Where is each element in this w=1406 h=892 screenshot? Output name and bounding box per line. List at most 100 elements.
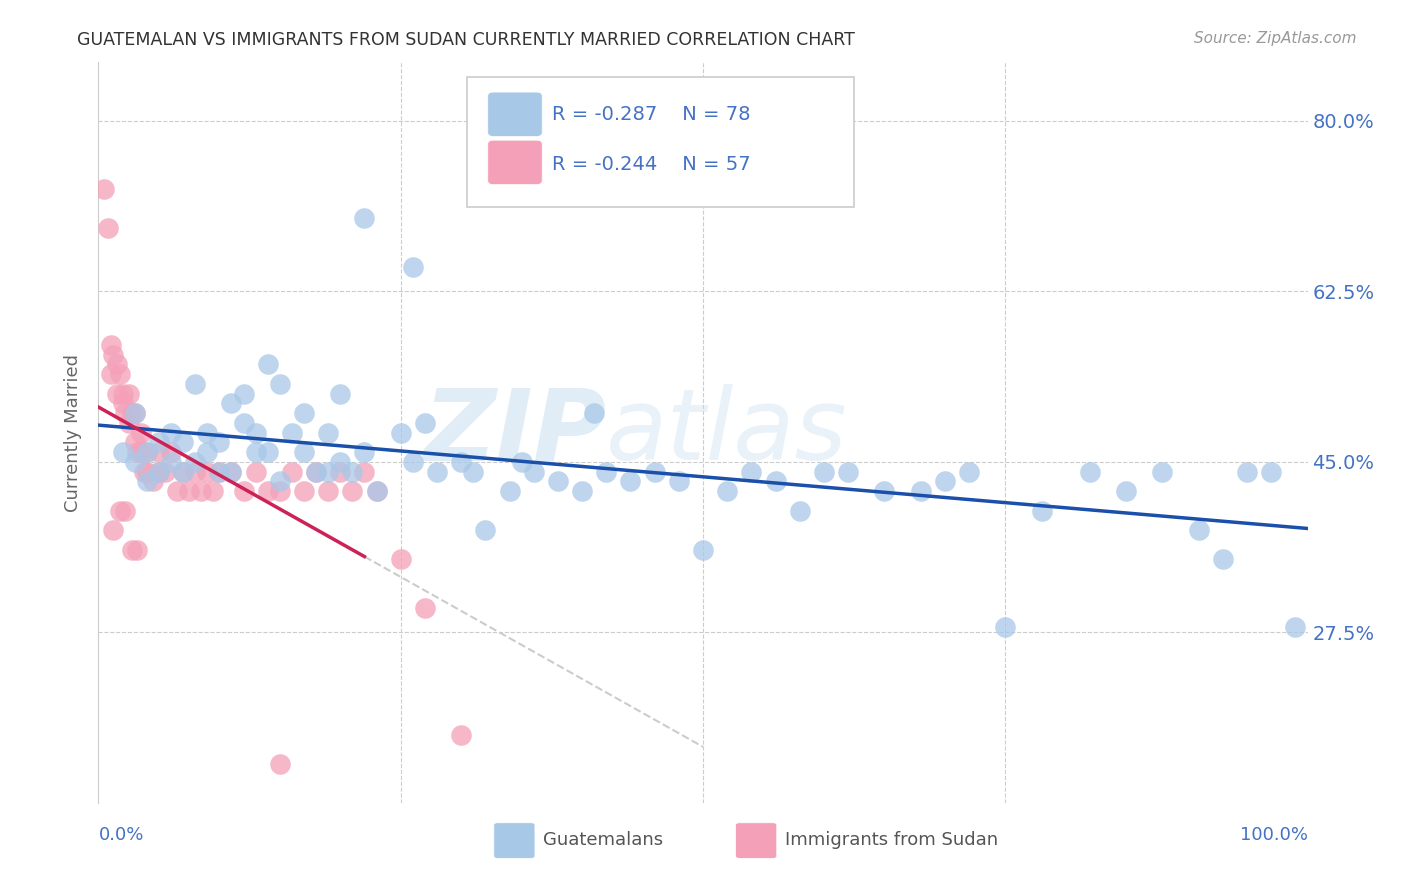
Point — [305, 465, 328, 479]
Point — [342, 465, 364, 479]
Point — [910, 484, 932, 499]
FancyBboxPatch shape — [494, 822, 534, 858]
Point — [172, 465, 194, 479]
Point — [245, 465, 267, 479]
Point — [124, 435, 146, 450]
Point — [184, 455, 207, 469]
Point — [342, 484, 364, 499]
Point — [1284, 620, 1306, 634]
Point — [105, 358, 128, 372]
Point — [305, 465, 328, 479]
Point — [134, 465, 156, 479]
Point — [121, 542, 143, 557]
Point — [789, 503, 811, 517]
Point — [100, 338, 122, 352]
Point — [1212, 552, 1234, 566]
Point — [148, 465, 170, 479]
Point — [837, 465, 859, 479]
Point — [256, 358, 278, 372]
Point — [111, 445, 134, 459]
Point — [111, 386, 134, 401]
Point — [353, 445, 375, 459]
Point — [269, 756, 291, 771]
Point — [668, 475, 690, 489]
Point — [124, 406, 146, 420]
Point — [135, 475, 157, 489]
Text: GUATEMALAN VS IMMIGRANTS FROM SUDAN CURRENTLY MARRIED CORRELATION CHART: GUATEMALAN VS IMMIGRANTS FROM SUDAN CURR… — [77, 31, 855, 49]
Point — [450, 455, 472, 469]
Point — [740, 465, 762, 479]
Point — [413, 601, 436, 615]
Point — [114, 406, 136, 420]
Text: Guatemalans: Guatemalans — [543, 830, 664, 849]
Point — [148, 435, 170, 450]
Point — [692, 542, 714, 557]
Point — [179, 484, 201, 499]
Point — [329, 386, 352, 401]
Point — [353, 211, 375, 226]
Point — [269, 475, 291, 489]
Point — [166, 484, 188, 499]
FancyBboxPatch shape — [735, 822, 776, 858]
Point — [195, 425, 218, 440]
Point — [190, 484, 212, 499]
FancyBboxPatch shape — [488, 92, 543, 136]
Point — [111, 396, 134, 410]
Point — [292, 445, 315, 459]
Point — [1078, 465, 1101, 479]
Point — [292, 406, 315, 420]
Point — [100, 367, 122, 381]
Point — [498, 484, 520, 499]
Point — [329, 455, 352, 469]
Point — [208, 465, 231, 479]
Point — [547, 475, 569, 489]
Point — [108, 503, 131, 517]
Point — [245, 445, 267, 459]
Point — [256, 484, 278, 499]
Point — [232, 416, 254, 430]
Point — [129, 425, 152, 440]
Point — [184, 465, 207, 479]
Point — [172, 465, 194, 479]
Text: 100.0%: 100.0% — [1240, 826, 1308, 844]
Text: R = -0.244    N = 57: R = -0.244 N = 57 — [551, 155, 751, 174]
Point — [160, 455, 183, 469]
Point — [124, 406, 146, 420]
Point — [160, 445, 183, 459]
Point — [135, 445, 157, 459]
Point — [232, 386, 254, 401]
Point — [366, 484, 388, 499]
Point — [269, 484, 291, 499]
Point — [93, 182, 115, 196]
Text: 0.0%: 0.0% — [98, 826, 143, 844]
Point — [463, 465, 485, 479]
Point — [148, 465, 170, 479]
Point — [316, 465, 339, 479]
Point — [571, 484, 593, 499]
FancyBboxPatch shape — [488, 140, 543, 185]
Point — [934, 475, 956, 489]
Point — [135, 445, 157, 459]
Point — [281, 425, 304, 440]
Point — [118, 416, 141, 430]
Point — [595, 465, 617, 479]
Point — [292, 484, 315, 499]
Point — [221, 465, 243, 479]
Point — [426, 465, 449, 479]
Point — [202, 484, 225, 499]
Point — [124, 455, 146, 469]
FancyBboxPatch shape — [467, 78, 855, 207]
Point — [523, 465, 546, 479]
Point — [281, 465, 304, 479]
Point — [101, 348, 124, 362]
Point — [413, 416, 436, 430]
Point — [1115, 484, 1137, 499]
Point — [105, 386, 128, 401]
Point — [184, 376, 207, 391]
Point — [221, 465, 243, 479]
Point — [118, 386, 141, 401]
Point — [195, 465, 218, 479]
Point — [389, 552, 412, 566]
Point — [121, 406, 143, 420]
Point — [316, 484, 339, 499]
